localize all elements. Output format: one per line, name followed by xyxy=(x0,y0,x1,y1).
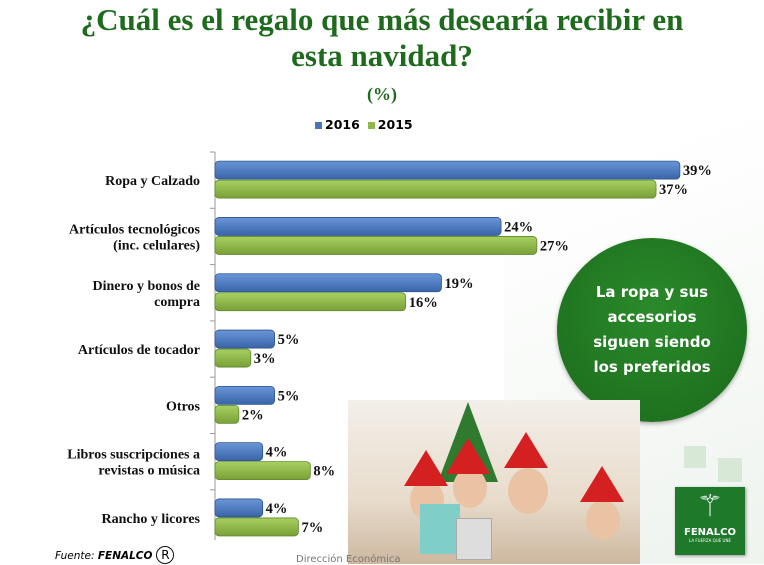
data-label-2015: 27% xyxy=(540,238,569,254)
bar-2015 xyxy=(214,404,240,424)
decorative-square xyxy=(684,446,706,468)
data-label-2016: 4% xyxy=(266,501,288,517)
category-label: Otros xyxy=(166,399,201,414)
chart-legend: 2016 2015 xyxy=(315,117,413,132)
registered-mark-icon: R xyxy=(156,546,175,564)
category-label: Ropa y Calzado xyxy=(105,174,200,189)
fenalco-logo: ⚚ FENALCO LA FUERZA QUE UNE xyxy=(675,487,745,555)
bar-2016 xyxy=(214,498,264,518)
category-label: compra xyxy=(154,295,200,310)
decorative-square xyxy=(718,458,742,482)
department-label: Dirección Económica xyxy=(296,554,401,565)
bar-2016 xyxy=(214,273,442,293)
bar-2015 xyxy=(214,348,252,368)
data-label-2016: 4% xyxy=(266,445,288,461)
data-label-2016: 24% xyxy=(504,219,533,235)
data-label-2015: 2% xyxy=(242,407,264,423)
data-label-2015: 16% xyxy=(409,295,438,311)
bar-2015 xyxy=(214,236,538,255)
bar-2015 xyxy=(214,292,407,312)
bar-2016 xyxy=(214,385,275,405)
page-subtitle: (%) xyxy=(367,84,397,104)
data-label-2015: 37% xyxy=(659,182,688,198)
legend-item-2016: 2016 xyxy=(315,117,360,132)
data-label-2016: 5% xyxy=(278,388,300,404)
page-title: ¿Cuál es el regalo que más desearía reci… xyxy=(80,2,684,73)
bar-2015 xyxy=(214,517,299,537)
bar-2015 xyxy=(214,461,311,481)
data-label-2016: 39% xyxy=(683,163,712,179)
category-label: (inc. celulares) xyxy=(113,238,200,253)
data-label-2015: 8% xyxy=(313,464,335,480)
bar-2016 xyxy=(214,217,502,236)
category-label: revistas o música xyxy=(98,464,200,479)
category-label: Libros suscripciones a xyxy=(67,448,200,463)
data-label-2016: 19% xyxy=(444,276,473,292)
callout-circle: La ropa y sus accesorios siguen siendo l… xyxy=(557,238,747,422)
bar-2016 xyxy=(214,160,681,180)
callout-text: La ropa y sus accesorios siguen siendo l… xyxy=(593,283,711,376)
data-label-2015: 3% xyxy=(254,351,276,367)
bar-2016 xyxy=(214,442,264,462)
category-label: Artículos tecnológicos xyxy=(69,222,201,237)
category-label: Dinero y bonos de xyxy=(93,279,200,294)
source-note: Fuente: FENALCO R xyxy=(55,546,175,564)
category-label: Rancho y licores xyxy=(101,512,200,527)
data-label-2015: 7% xyxy=(301,520,323,536)
family-christmas-photo xyxy=(348,400,640,564)
bar-2016 xyxy=(214,329,275,349)
bar-chart: Ropa y Calzado 39% 37% Artículos tecnológic… xyxy=(67,151,712,540)
legend-item-2015: 2015 xyxy=(367,117,413,132)
category-label: Artículos de tocador xyxy=(78,343,200,358)
bar-2015 xyxy=(214,179,657,199)
data-label-2016: 5% xyxy=(278,332,300,348)
